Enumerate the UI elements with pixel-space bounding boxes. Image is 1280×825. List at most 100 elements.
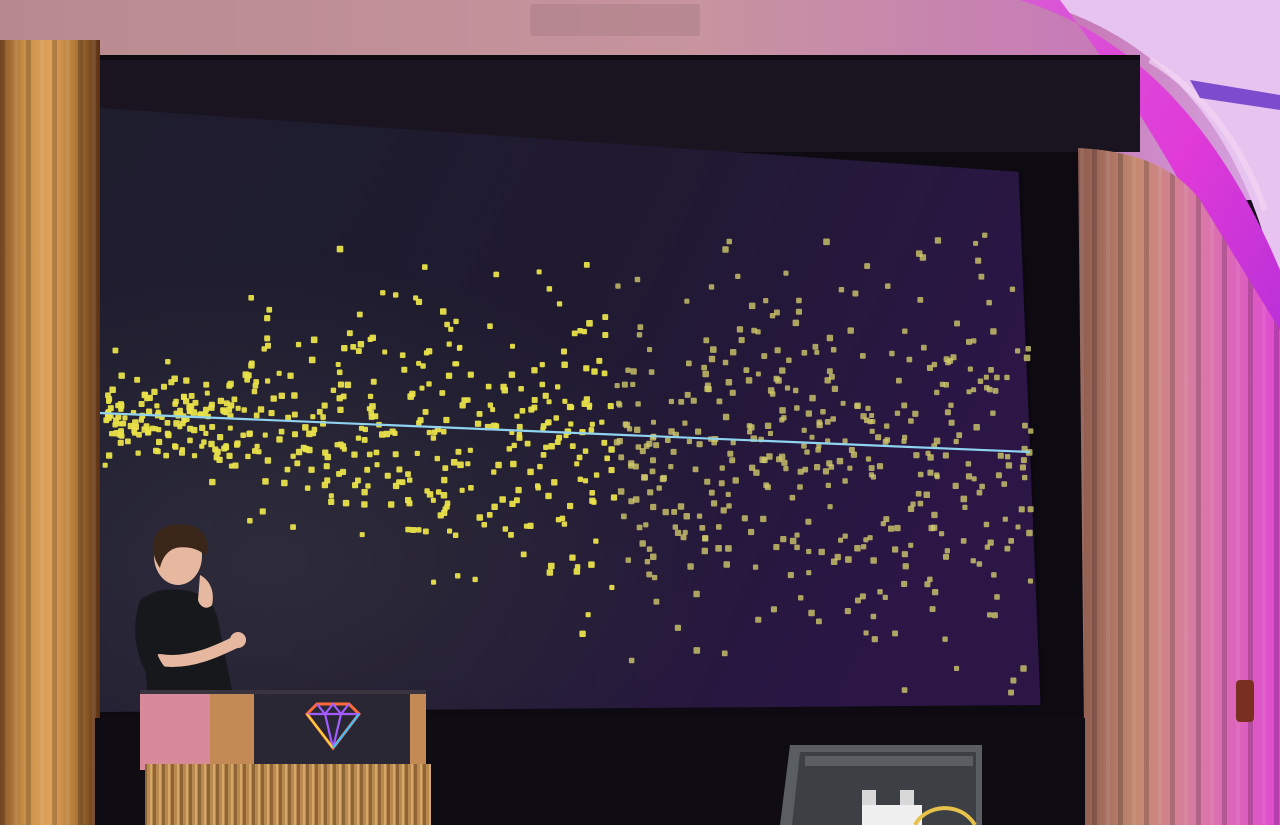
scatter-point: [971, 387, 977, 393]
scatter-point: [440, 308, 447, 315]
scatter-point: [953, 438, 959, 445]
scatter-point: [696, 513, 703, 519]
scatter-point: [574, 564, 581, 570]
scatter-point: [187, 437, 193, 444]
scatter-point: [324, 453, 331, 461]
scatter-point: [908, 542, 914, 548]
scatter-point: [336, 395, 343, 402]
scatter-point: [825, 482, 831, 488]
scatter-point: [316, 408, 323, 415]
scatter-point: [767, 430, 773, 436]
scatter-point: [457, 461, 464, 469]
scatter-point: [773, 544, 780, 551]
scatter-point: [682, 420, 688, 426]
scatter-point: [361, 489, 368, 496]
scatter-point: [793, 387, 799, 394]
scatter-point: [455, 448, 462, 455]
scatter-point: [328, 493, 334, 499]
scatter-point: [643, 443, 650, 449]
scatter-point: [435, 489, 442, 495]
scatter-point: [708, 284, 715, 290]
scatter-point: [177, 424, 183, 430]
scatter-point: [978, 273, 985, 280]
scatter-point: [867, 419, 873, 425]
scatter-point: [761, 353, 768, 359]
scatter-point: [278, 428, 285, 435]
scatter-point: [209, 424, 216, 430]
scatter-point: [976, 489, 983, 496]
scatter-point: [701, 547, 708, 555]
scatter-point: [208, 404, 215, 411]
scatter-point: [865, 405, 871, 411]
scatter-point: [511, 442, 517, 449]
scatter-point: [842, 478, 848, 484]
scatter-point: [711, 439, 717, 446]
scatter-point: [639, 540, 646, 547]
scatter-point: [369, 403, 376, 410]
scatter-point: [401, 366, 408, 373]
scatter-point: [912, 410, 919, 417]
scatter-point: [223, 444, 230, 451]
scatter-point: [350, 344, 357, 350]
scatter-point: [184, 416, 190, 422]
scatter-point: [586, 320, 593, 327]
scatter-point: [357, 341, 365, 348]
scatter-point: [217, 434, 224, 441]
scatter-point: [636, 524, 643, 531]
scatter-point: [447, 528, 453, 534]
scatter-point: [990, 328, 997, 335]
scatter-point: [1025, 346, 1031, 352]
scatter-point: [789, 537, 797, 545]
scatter-point: [415, 298, 423, 305]
scatter-point: [979, 483, 985, 490]
scatter-point: [1020, 457, 1027, 464]
scatter-point: [604, 455, 610, 462]
scatter-point: [692, 466, 699, 473]
scatter-point: [617, 488, 625, 495]
scatter-point: [838, 537, 844, 543]
scatter-point: [616, 438, 623, 445]
scatter-point: [801, 443, 807, 449]
scatter-point: [579, 630, 586, 637]
scatter-point: [814, 464, 821, 471]
scatter-point: [939, 531, 945, 537]
scatter-point: [247, 518, 253, 524]
scatter-point: [646, 571, 653, 578]
scatter-point: [915, 490, 922, 497]
scatter-point: [362, 426, 368, 433]
scatter-point: [118, 372, 125, 379]
scatter-point: [117, 421, 123, 427]
scatter-point: [531, 367, 538, 374]
scatter-point: [745, 377, 753, 384]
scatter-point: [368, 409, 374, 416]
scatter-point: [907, 505, 915, 512]
scatter-point: [794, 544, 800, 551]
scatter-point: [816, 421, 823, 429]
scatter-point: [722, 359, 729, 366]
scatter-point: [281, 479, 288, 487]
scatter-point: [668, 464, 674, 470]
scatter-point: [164, 430, 171, 437]
scatter-point: [508, 371, 516, 378]
scatter-point: [555, 384, 561, 390]
scatter-point: [822, 468, 830, 475]
scatter-point: [340, 468, 347, 475]
scatter-point: [608, 446, 615, 453]
scatter-point: [430, 435, 437, 441]
scatter-point: [383, 430, 391, 438]
scatter-point: [459, 402, 466, 409]
scatter-point: [942, 452, 949, 459]
scatter-point: [291, 411, 298, 418]
scatter-point: [826, 334, 834, 342]
scatter-point: [163, 452, 169, 459]
scatter-point: [831, 385, 839, 392]
scatter-point: [468, 485, 474, 491]
scatter-point: [971, 338, 977, 344]
arch-moulding: [1020, 0, 1280, 420]
scatter-point: [855, 597, 861, 604]
scatter-point: [668, 428, 675, 435]
scatter-point: [366, 451, 373, 458]
scatter-point: [593, 538, 599, 544]
scatter-point: [287, 372, 294, 379]
scatter-point: [748, 424, 755, 431]
